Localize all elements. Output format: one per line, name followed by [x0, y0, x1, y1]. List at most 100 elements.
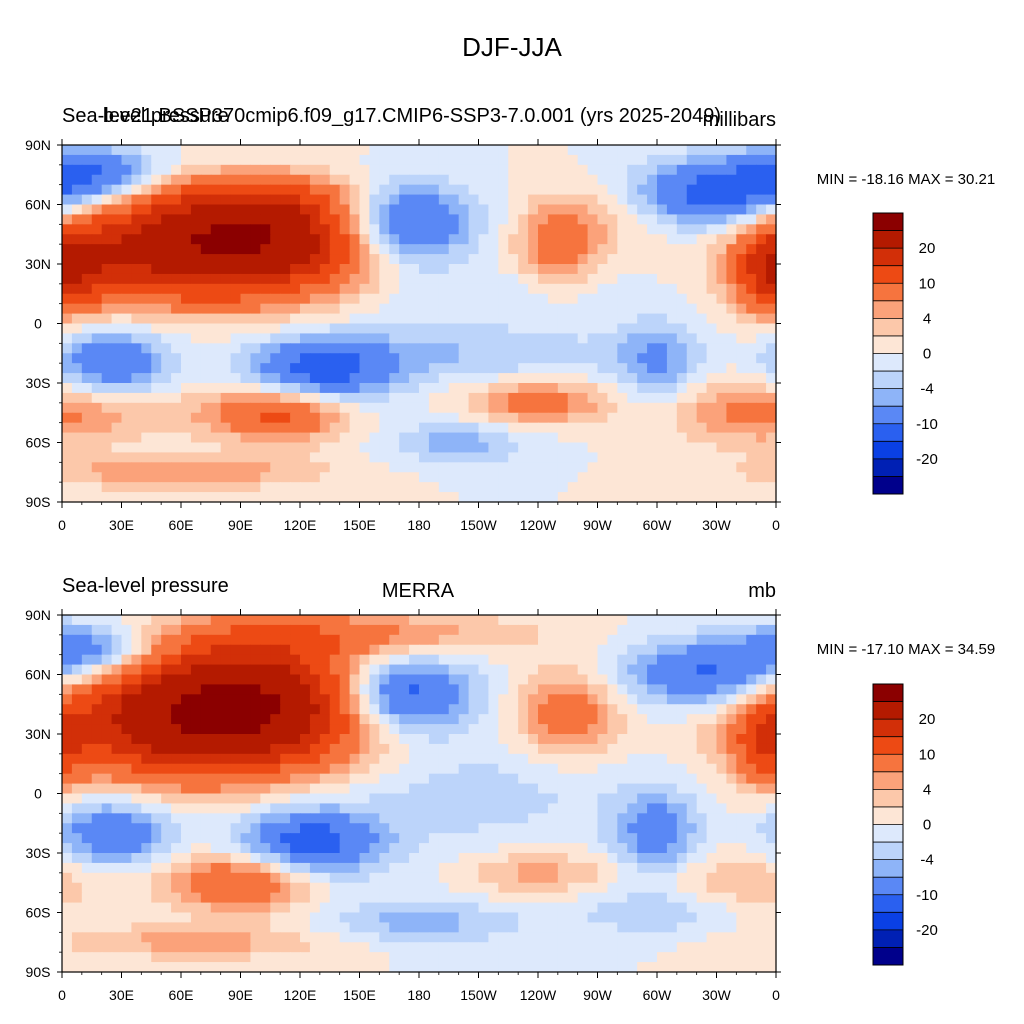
field-cell	[736, 803, 747, 814]
field-cell	[617, 373, 628, 384]
field-cell	[478, 902, 490, 914]
field-cell	[419, 174, 430, 186]
field-cell	[557, 773, 569, 785]
field-cell	[290, 194, 301, 206]
field-cell	[389, 452, 400, 463]
field-cell	[131, 442, 142, 454]
field-cell	[101, 803, 113, 814]
field-cell	[210, 234, 222, 245]
lon-tick-label: 120W	[520, 517, 557, 533]
field-cell	[686, 402, 698, 414]
field-cell	[111, 472, 123, 483]
field-cell	[121, 363, 133, 374]
field-cell	[81, 724, 93, 735]
field-cell	[111, 373, 123, 384]
field-cell	[547, 763, 559, 775]
field-cell	[428, 462, 440, 473]
field-cell	[379, 882, 390, 894]
field-cell	[91, 154, 103, 166]
field-cell	[448, 145, 460, 156]
field-cell	[736, 214, 747, 225]
field-cell	[478, 412, 490, 424]
field-cell	[359, 912, 371, 924]
field-cell	[62, 624, 73, 636]
field-cell	[756, 244, 767, 255]
field-cell	[91, 412, 103, 424]
field-cell	[240, 704, 252, 715]
field-cell	[260, 194, 271, 206]
field-cell	[676, 823, 688, 834]
field-cell	[696, 283, 708, 295]
field-cell	[111, 793, 123, 805]
field-cell	[676, 833, 688, 844]
field-cell	[498, 422, 509, 434]
field-cell	[141, 902, 152, 914]
field-cell	[250, 422, 261, 434]
field-cell	[607, 363, 618, 374]
field-cell	[518, 833, 529, 844]
field-cell	[161, 714, 172, 725]
field-cell	[270, 902, 281, 914]
field-cell	[587, 743, 599, 755]
field-cell	[508, 402, 519, 414]
field-cell	[567, 674, 579, 686]
field-cell	[260, 234, 271, 245]
field-cell	[240, 664, 252, 676]
field-cell	[478, 872, 490, 884]
field-cell	[349, 902, 361, 914]
field-cell	[359, 882, 371, 894]
field-cell	[518, 634, 529, 646]
field-cell	[676, 644, 688, 656]
field-cell	[676, 615, 688, 626]
field-cell	[190, 644, 202, 656]
field-cell	[567, 164, 579, 176]
field-cell	[528, 224, 539, 235]
field-cell	[399, 674, 410, 686]
field-cell	[617, 734, 628, 745]
field-cell	[557, 912, 569, 924]
field-cell	[577, 343, 589, 354]
field-cell	[736, 363, 747, 374]
field-cell	[696, 402, 708, 414]
field-cell	[468, 704, 480, 715]
field-cell	[726, 872, 737, 884]
field-cell	[210, 872, 222, 884]
field-cell	[349, 724, 361, 735]
field-cell	[121, 694, 133, 705]
field-cell	[389, 644, 400, 656]
field-cell	[62, 482, 73, 493]
field-cell	[200, 684, 212, 695]
field-cell	[756, 164, 767, 176]
field-cell	[607, 664, 618, 676]
field-cell	[746, 214, 757, 225]
field-cell	[111, 254, 123, 265]
field-cell	[726, 833, 737, 844]
field-cell	[617, 313, 628, 325]
field-cell	[319, 412, 331, 424]
field-cell	[329, 184, 341, 196]
field-cell	[498, 753, 509, 765]
field-cell	[349, 462, 361, 473]
field-cell	[220, 164, 232, 176]
panel-model-minmax: MIN = -18.16 MAX = 30.21	[817, 171, 995, 188]
field-cell	[557, 472, 569, 483]
field-cell	[280, 442, 291, 454]
field-cell	[666, 472, 678, 483]
field-cell	[81, 674, 93, 686]
colorbar-box	[873, 388, 903, 407]
field-cell	[151, 882, 162, 894]
field-cell	[101, 704, 113, 715]
field-cell	[518, 343, 529, 354]
field-cell	[210, 892, 222, 904]
field-cell	[716, 154, 728, 166]
field-cell	[309, 462, 321, 473]
field-cell	[746, 273, 757, 285]
field-cell	[766, 154, 777, 166]
field-cell	[627, 343, 638, 354]
field-cell	[756, 853, 767, 864]
field-cell	[339, 763, 351, 775]
field-cell	[329, 353, 341, 364]
field-cell	[419, 644, 430, 656]
field-cell	[369, 862, 380, 874]
field-cell	[121, 422, 133, 434]
